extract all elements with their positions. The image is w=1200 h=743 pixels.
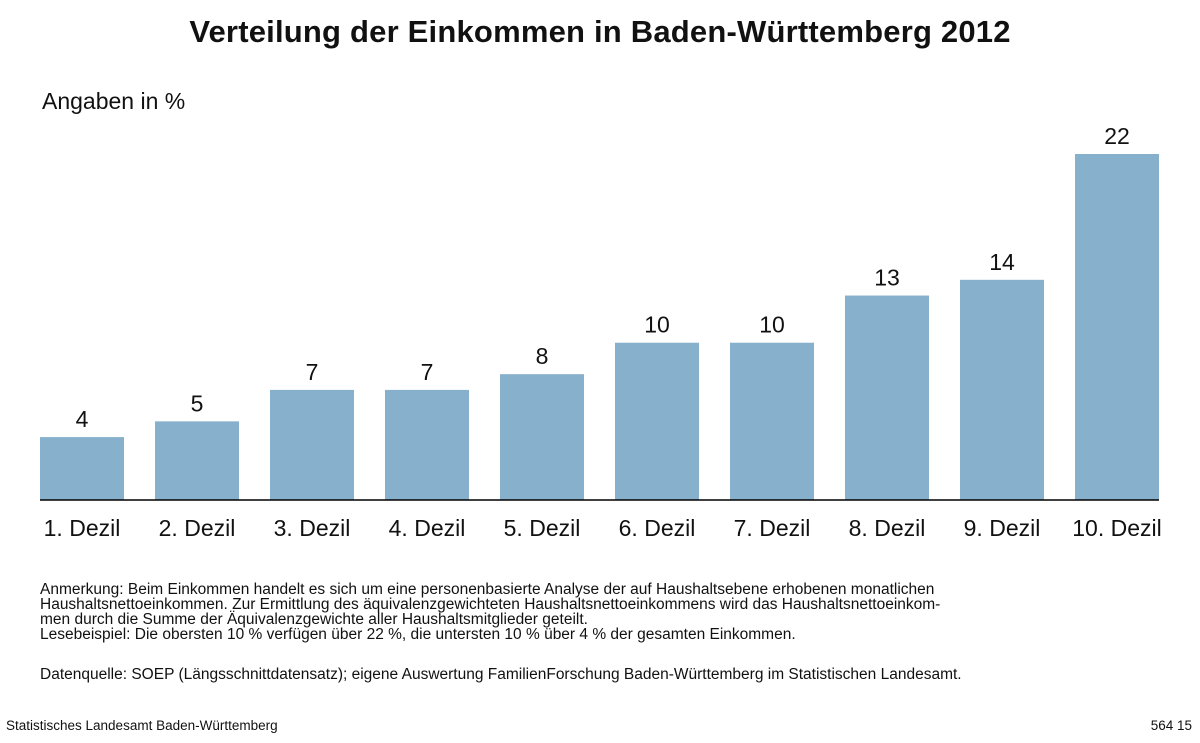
bar-5 <box>500 374 584 500</box>
value-label: 13 <box>874 265 900 291</box>
note-line: Lesebeispiel: Die obersten 10 % verfügen… <box>40 626 796 643</box>
category-label: 5. Dezil <box>504 515 581 541</box>
category-label: 1. Dezil <box>44 515 121 541</box>
bar-1 <box>40 437 124 500</box>
value-label: 7 <box>421 359 434 385</box>
value-label: 22 <box>1104 123 1130 149</box>
value-label: 10 <box>759 312 785 338</box>
bar-8 <box>845 295 929 500</box>
category-label: 2. Dezil <box>159 515 236 541</box>
category-label: 4. Dezil <box>389 515 466 541</box>
bar-10 <box>1075 154 1159 500</box>
bar-7 <box>730 342 814 500</box>
notes: Anmerkung: Beim Einkommen handelt es sic… <box>40 581 1170 643</box>
unit-label: Angaben in % <box>42 88 186 114</box>
note-line: men durch die Summe der Äquivalenzgewich… <box>40 611 588 628</box>
category-label: 6. Dezil <box>619 515 696 541</box>
category-label: 8. Dezil <box>849 515 926 541</box>
bar-9 <box>960 279 1044 500</box>
note-line: Haushaltsnettoeinkommen. Zur Ermittlung … <box>40 596 941 613</box>
bar-2 <box>155 421 239 500</box>
footer-publisher: Statistisches Landesamt Baden-Württember… <box>6 718 278 733</box>
value-label: 4 <box>76 406 89 432</box>
bar-6 <box>615 342 699 500</box>
value-label: 5 <box>191 390 204 416</box>
data-source: Datenquelle: SOEP (Längsschnittdatensatz… <box>40 666 962 683</box>
value-label: 8 <box>536 343 549 369</box>
value-label: 14 <box>989 249 1015 275</box>
chart-title: Verteilung der Einkommen in Baden-Württe… <box>189 14 1011 49</box>
category-label: 7. Dezil <box>734 515 811 541</box>
bar-4 <box>385 389 469 500</box>
category-label: 9. Dezil <box>964 515 1041 541</box>
category-label: 10. Dezil <box>1072 515 1161 541</box>
footer-code: 564 15 <box>1150 718 1192 733</box>
value-label: 10 <box>644 312 670 338</box>
category-label: 3. Dezil <box>274 515 351 541</box>
bar-3 <box>270 389 354 500</box>
bar-chart: 4 1. Dezil 5 2. Dezil 7 3. Dezil 7 4. Dezil 8 5. … <box>40 123 1162 541</box>
value-label: 7 <box>306 359 319 385</box>
note-line: Anmerkung: Beim Einkommen handelt es sic… <box>40 581 935 598</box>
